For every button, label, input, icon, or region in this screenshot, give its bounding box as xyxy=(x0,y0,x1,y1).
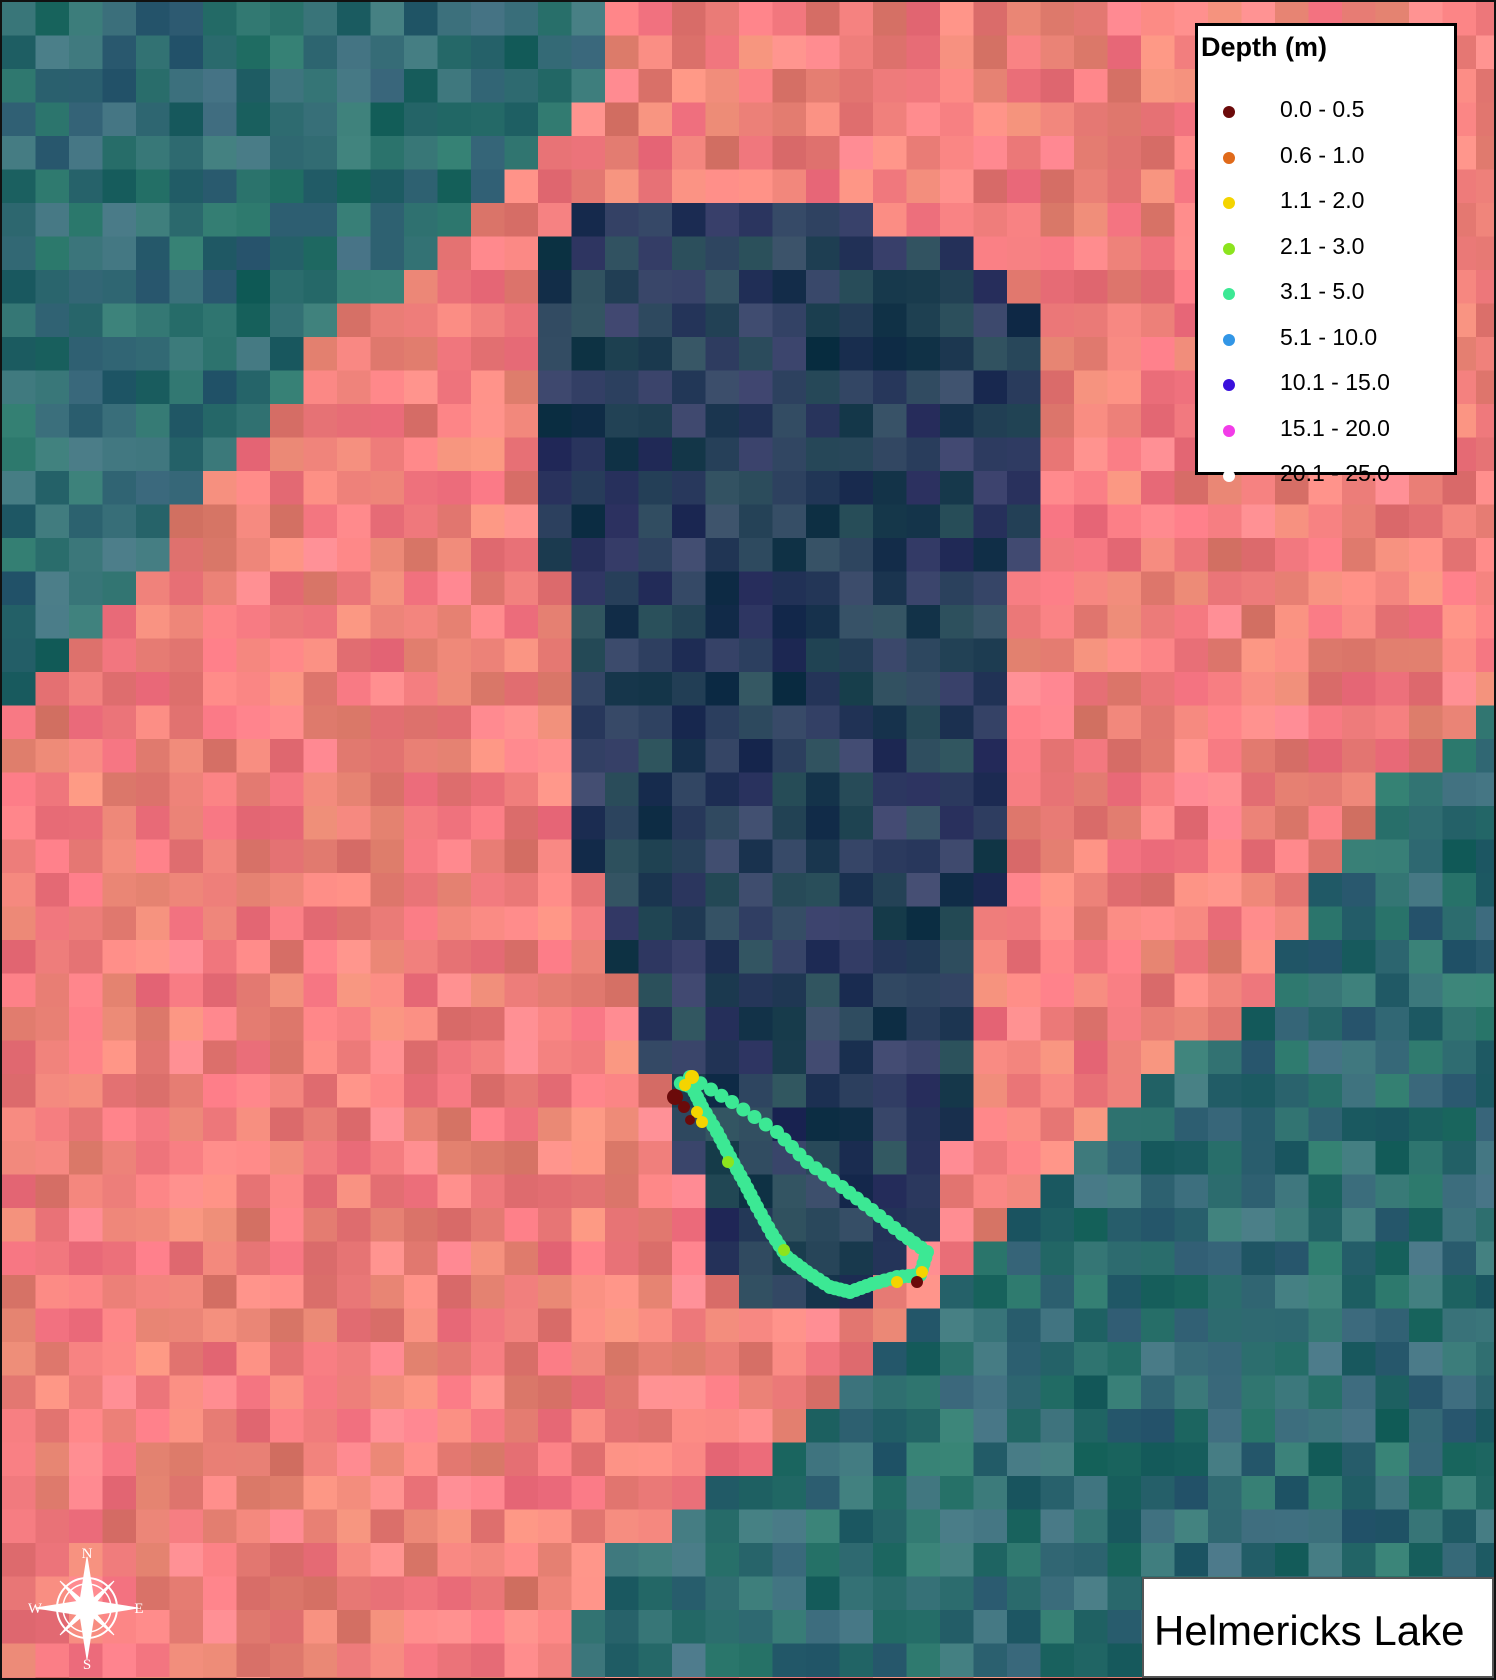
depth-point-icon xyxy=(722,1156,734,1168)
depth-point-icon xyxy=(916,1266,928,1278)
legend-label: 10.1 - 15.0 xyxy=(1280,369,1390,395)
map-title: Helmericks Lake xyxy=(1154,1607,1465,1654)
legend-swatch-icon xyxy=(1223,151,1235,164)
legend-label: 3.1 - 5.0 xyxy=(1280,278,1365,304)
depth-point-icon xyxy=(714,1088,729,1103)
legend-label: 15.1 - 20.0 xyxy=(1280,414,1390,441)
legend-swatch-icon xyxy=(1223,288,1235,300)
legend-item: 15.1 - 20.0 xyxy=(1198,413,1456,453)
depth-point-icon xyxy=(696,1116,708,1128)
legend-item: 3.1 - 5.0 xyxy=(1198,276,1456,316)
depth-point-icon xyxy=(911,1276,923,1288)
depth-point-icon xyxy=(758,1117,773,1132)
compass-rose-icon: N S W E xyxy=(28,1545,146,1672)
depth-point-icon xyxy=(678,1101,690,1113)
legend-item: 20.1 - 25.0 xyxy=(1198,458,1456,498)
depth-point-icon xyxy=(667,1089,683,1105)
legend-item: 2.1 - 3.0 xyxy=(1198,231,1456,271)
legend-item: 1.1 - 2.0 xyxy=(1198,185,1456,225)
depth-point-icon xyxy=(747,1110,762,1124)
depth-point-icon xyxy=(685,1115,695,1125)
legend-swatch-icon xyxy=(1223,197,1235,209)
depth-legend: Depth (m) 0.0 - 0.5 0.6 - 1.0 1.1 - 2.0 2.1… xyxy=(1195,23,1457,486)
depth-point-icon xyxy=(778,1244,790,1256)
depth-point-icon xyxy=(679,1079,691,1091)
legend-item: 0.0 - 0.5 xyxy=(1198,94,1456,134)
legend-item: 10.1 - 15.0 xyxy=(1198,367,1456,407)
legend-swatch-icon xyxy=(1223,333,1235,346)
legend-item: 5.1 - 10.0 xyxy=(1198,322,1456,362)
depth-soundings-track xyxy=(667,1070,934,1299)
legend-label: 0.6 - 1.0 xyxy=(1280,141,1365,168)
legend-swatch-icon xyxy=(1223,379,1235,391)
legend-label: 2.1 - 3.0 xyxy=(1280,232,1365,259)
legend-swatch-icon xyxy=(1223,242,1235,255)
legend-swatch-icon xyxy=(1223,470,1235,482)
depth-point-icon xyxy=(725,1095,739,1109)
legend-label: 20.1 - 25.0 xyxy=(1280,460,1390,486)
legend-label: 0.0 - 0.5 xyxy=(1280,96,1365,122)
legend-label: 5.1 - 10.0 xyxy=(1280,323,1378,350)
legend-item: 0.6 - 1.0 xyxy=(1198,140,1456,180)
compass-south-label: S xyxy=(83,1657,91,1672)
legend-title: Depth (m) xyxy=(1201,32,1327,62)
compass-north-label: N xyxy=(82,1546,93,1562)
depth-point-icon xyxy=(704,1082,718,1097)
depth-point-icon xyxy=(891,1276,903,1288)
depth-point-icon xyxy=(691,1106,703,1118)
map-title-box: Helmericks Lake xyxy=(1142,1577,1494,1678)
depth-point-icon xyxy=(736,1102,751,1117)
compass-east-label: E xyxy=(134,1601,143,1617)
compass-west-label: W xyxy=(28,1601,43,1617)
legend-swatch-icon xyxy=(1223,106,1235,118)
legend-label: 1.1 - 2.0 xyxy=(1280,187,1365,213)
legend-swatch-icon xyxy=(1223,424,1235,437)
